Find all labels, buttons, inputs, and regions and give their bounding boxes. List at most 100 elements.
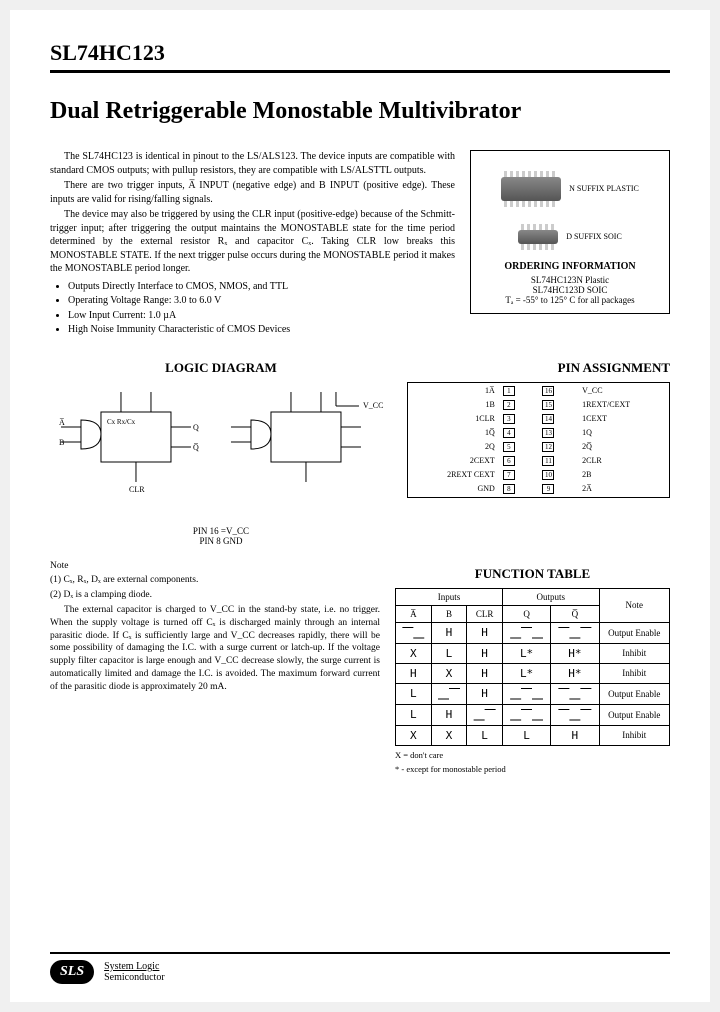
- notes-heading: Note: [50, 560, 380, 573]
- function-table-column: FUNCTION TABLE Inputs Outputs Note A̅ B …: [395, 554, 670, 774]
- pin-row: 1Q̅4131Q: [410, 427, 667, 439]
- func-cell: L: [502, 725, 550, 745]
- pin-left-label: GND: [410, 483, 498, 495]
- func-head-outputs: Outputs: [502, 588, 599, 605]
- svg-text:CLR: CLR: [129, 485, 145, 494]
- pin-right-label: 1REXT/CEXT: [579, 399, 667, 411]
- soic-chip-icon: [518, 230, 558, 244]
- note-2: (2) Dₓ is a clamping diode.: [50, 589, 380, 602]
- func-row: LH⎽⎺⎽⎺⎽⎺⎽⎺Output Enable: [396, 704, 670, 725]
- pin-left-label: 1Q̅: [410, 427, 498, 439]
- func-cell: H: [467, 663, 503, 683]
- func-row: XXLLHInhibit: [396, 725, 670, 745]
- func-cell: H: [467, 622, 503, 643]
- intro-row: The SL74HC123 is identical in pinout to …: [50, 150, 670, 338]
- pin-right-num: 9: [539, 483, 577, 495]
- svg-text:Cx Rx/Cx: Cx Rx/Cx: [107, 418, 136, 426]
- pin-right-label: V_CC: [579, 385, 667, 397]
- footer-line1: System Logic: [104, 961, 165, 972]
- desc-p1: The SL74HC123 is identical in pinout to …: [50, 150, 455, 177]
- func-cell: H: [431, 704, 467, 725]
- pin-assignment-title: PIN ASSIGNMENT: [407, 360, 670, 376]
- package-illustration-2: D SUFFIX SOIC: [477, 219, 663, 255]
- svg-text:V_CC: V_CC: [363, 401, 383, 410]
- func-cell: H: [467, 643, 503, 663]
- package-illustration: N SUFFIX PLASTIC: [477, 159, 663, 219]
- pin-row: 1CLR3141CEXT: [410, 413, 667, 425]
- bottom-row: Note (1) Cₓ, Rₓ, Dₓ are external compone…: [50, 554, 670, 774]
- func-col-a: A̅: [396, 605, 432, 622]
- pin-row: 1A̅116V_CC: [410, 385, 667, 397]
- func-cell: X: [431, 663, 467, 683]
- func-cell: H: [467, 683, 503, 704]
- func-cell: L: [396, 683, 432, 704]
- logic-pin-note: PIN 16 =V_CC PIN 8 GND: [50, 526, 392, 546]
- func-legend-1: X = don't care: [395, 750, 670, 760]
- func-note-cell: Inhibit: [599, 663, 669, 683]
- func-cell: L: [396, 704, 432, 725]
- page-title: Dual Retriggerable Monostable Multivibra…: [50, 98, 670, 125]
- pin-left-label: 2REXT CEXT: [410, 469, 498, 481]
- pin-right-num: 14: [539, 413, 577, 425]
- pin-right-label: 1CEXT: [579, 413, 667, 425]
- func-cell: H: [431, 622, 467, 643]
- pin-row: 2REXT CEXT7102B: [410, 469, 667, 481]
- pin-left-label: 2Q: [410, 441, 498, 453]
- func-cell: H: [396, 663, 432, 683]
- bullet-0: Outputs Directly Interface to CMOS, NMOS…: [68, 280, 455, 294]
- ordering-line2: SL74HC123D SOIC: [477, 285, 663, 295]
- pin-left-num: 6: [500, 455, 538, 467]
- ordering-title: ORDERING INFORMATION: [477, 261, 663, 272]
- func-cell: ⎺⎽⎺: [551, 622, 599, 643]
- dip-chip-icon: [501, 177, 561, 201]
- pin-right-num: 11: [539, 455, 577, 467]
- func-note-cell: Inhibit: [599, 725, 669, 745]
- func-cell: X: [431, 725, 467, 745]
- func-cell: ⎺⎽: [396, 622, 432, 643]
- pin-row: 2CEXT6112CLR: [410, 455, 667, 467]
- func-row: HXHL*H*Inhibit: [396, 663, 670, 683]
- description-text: The SL74HC123 is identical in pinout to …: [50, 150, 455, 338]
- pin-left-num: 4: [500, 427, 538, 439]
- pin-right-num: 12: [539, 441, 577, 453]
- part-number-header: SL74HC123: [50, 40, 670, 73]
- notes-column: Note (1) Cₓ, Rₓ, Dₓ are external compone…: [50, 560, 380, 774]
- logic-diagram: A̅ B Q Q̅ CLR Cx Rx/Cx V_CC: [50, 382, 392, 522]
- sls-logo: SLS: [50, 960, 94, 984]
- func-cell: X: [396, 725, 432, 745]
- note-1: (1) Cₓ, Rₓ, Dₓ are external components.: [50, 574, 380, 587]
- datasheet-page: SL74HC123 Dual Retriggerable Monostable …: [10, 10, 710, 1002]
- pin-left-label: 1CLR: [410, 413, 498, 425]
- function-table-title: FUNCTION TABLE: [395, 566, 670, 582]
- diagrams-row: LOGIC DIAGRAM A̅ B Q Q̅ CLR Cx Rx/: [50, 348, 670, 546]
- pin-right-label: 1Q: [579, 427, 667, 439]
- ordering-line1: SL74HC123N Plastic: [477, 275, 663, 285]
- pin-assignment-table: 1A̅116V_CC1B2151REXT/CEXT1CLR3141CEXT1Q̅…: [407, 382, 670, 498]
- pin-left-num: 3: [500, 413, 538, 425]
- pin-left-label: 1A̅: [410, 385, 498, 397]
- func-legend-2: * - except for monostable period: [395, 764, 670, 774]
- svg-text:Q: Q: [193, 423, 199, 432]
- func-row: ⎺⎽HH⎽⎺⎽⎺⎽⎺Output Enable: [396, 622, 670, 643]
- func-cell: L*: [502, 663, 550, 683]
- function-table: Inputs Outputs Note A̅ B CLR Q Q̅ ⎺⎽HH⎽⎺…: [395, 588, 670, 746]
- pin-right-num: 13: [539, 427, 577, 439]
- pin-right-num: 16: [539, 385, 577, 397]
- logic-diagram-column: LOGIC DIAGRAM A̅ B Q Q̅ CLR Cx Rx/: [50, 348, 392, 546]
- pin-row: GND892A̅: [410, 483, 667, 495]
- page-footer: SLS System Logic Semiconductor: [50, 952, 670, 984]
- func-cell: ⎽⎺: [431, 683, 467, 704]
- func-head-note: Note: [599, 588, 669, 622]
- func-col-clr: CLR: [467, 605, 503, 622]
- func-cell: ⎽⎺: [467, 704, 503, 725]
- ordering-box: N SUFFIX PLASTIC D SUFFIX SOIC ORDERING …: [470, 150, 670, 314]
- suffix-d-label: D SUFFIX SOIC: [566, 233, 622, 242]
- func-col-q: Q: [502, 605, 550, 622]
- pin-left-num: 8: [500, 483, 538, 495]
- ordering-temp: Tₐ = -55° to 125° C for all packages: [477, 295, 663, 305]
- bullet-1: Operating Voltage Range: 3.0 to 6.0 V: [68, 294, 455, 308]
- pin-left-label: 1B: [410, 399, 498, 411]
- pin-right-label: 2CLR: [579, 455, 667, 467]
- func-row: L⎽⎺H⎽⎺⎽⎺⎽⎺Output Enable: [396, 683, 670, 704]
- desc-p2: There are two trigger inputs, A̅ INPUT (…: [50, 179, 455, 206]
